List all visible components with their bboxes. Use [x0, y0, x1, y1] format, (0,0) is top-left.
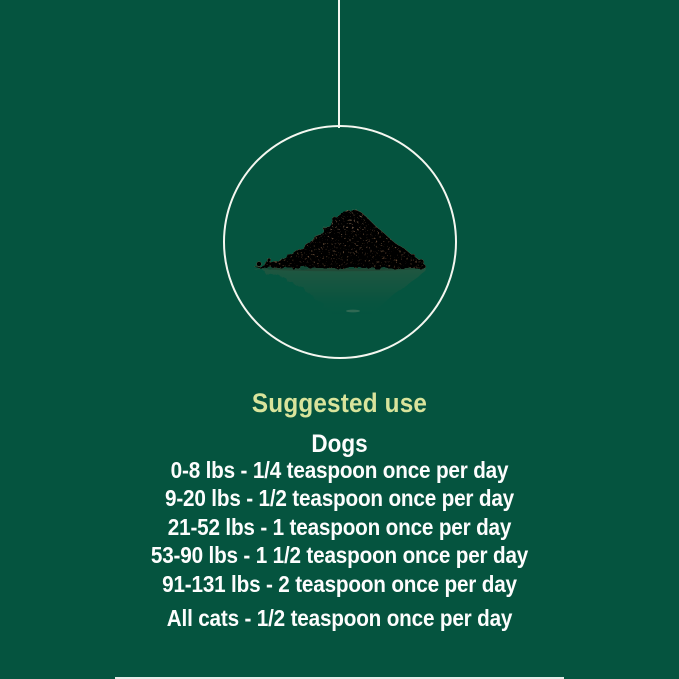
dog-dosage-row: 21-52 lbs - 1 teaspoon once per day: [167, 513, 512, 540]
powder-pile-image: [245, 198, 435, 328]
dog-dosage-row: 9-20 lbs - 1/2 teaspoon once per day: [164, 485, 514, 512]
dogs-dosage-list: 0-8 lbs - 1/4 teaspoon once per day 9-20…: [34, 456, 645, 598]
dogs-heading: Dogs: [311, 430, 368, 458]
dosage-text-block: Suggested use Dogs 0-8 lbs - 1/4 teaspoo…: [34, 0, 645, 679]
suggested-use-heading: Suggested use: [251, 388, 428, 418]
hanging-line: [338, 0, 340, 128]
circle-frame: [223, 125, 457, 359]
dog-dosage-row: 0-8 lbs - 1/4 teaspoon once per day: [170, 457, 509, 483]
cats-dosage-row: All cats - 1/2 teaspoon once per day: [166, 605, 513, 631]
dog-dosage-row: 53-90 lbs - 1 1/2 teaspoon once per day: [150, 542, 529, 569]
dog-dosage-row: 91-131 lbs - 2 teaspoon once per day: [162, 570, 517, 597]
next-panel-divider: [115, 677, 564, 679]
